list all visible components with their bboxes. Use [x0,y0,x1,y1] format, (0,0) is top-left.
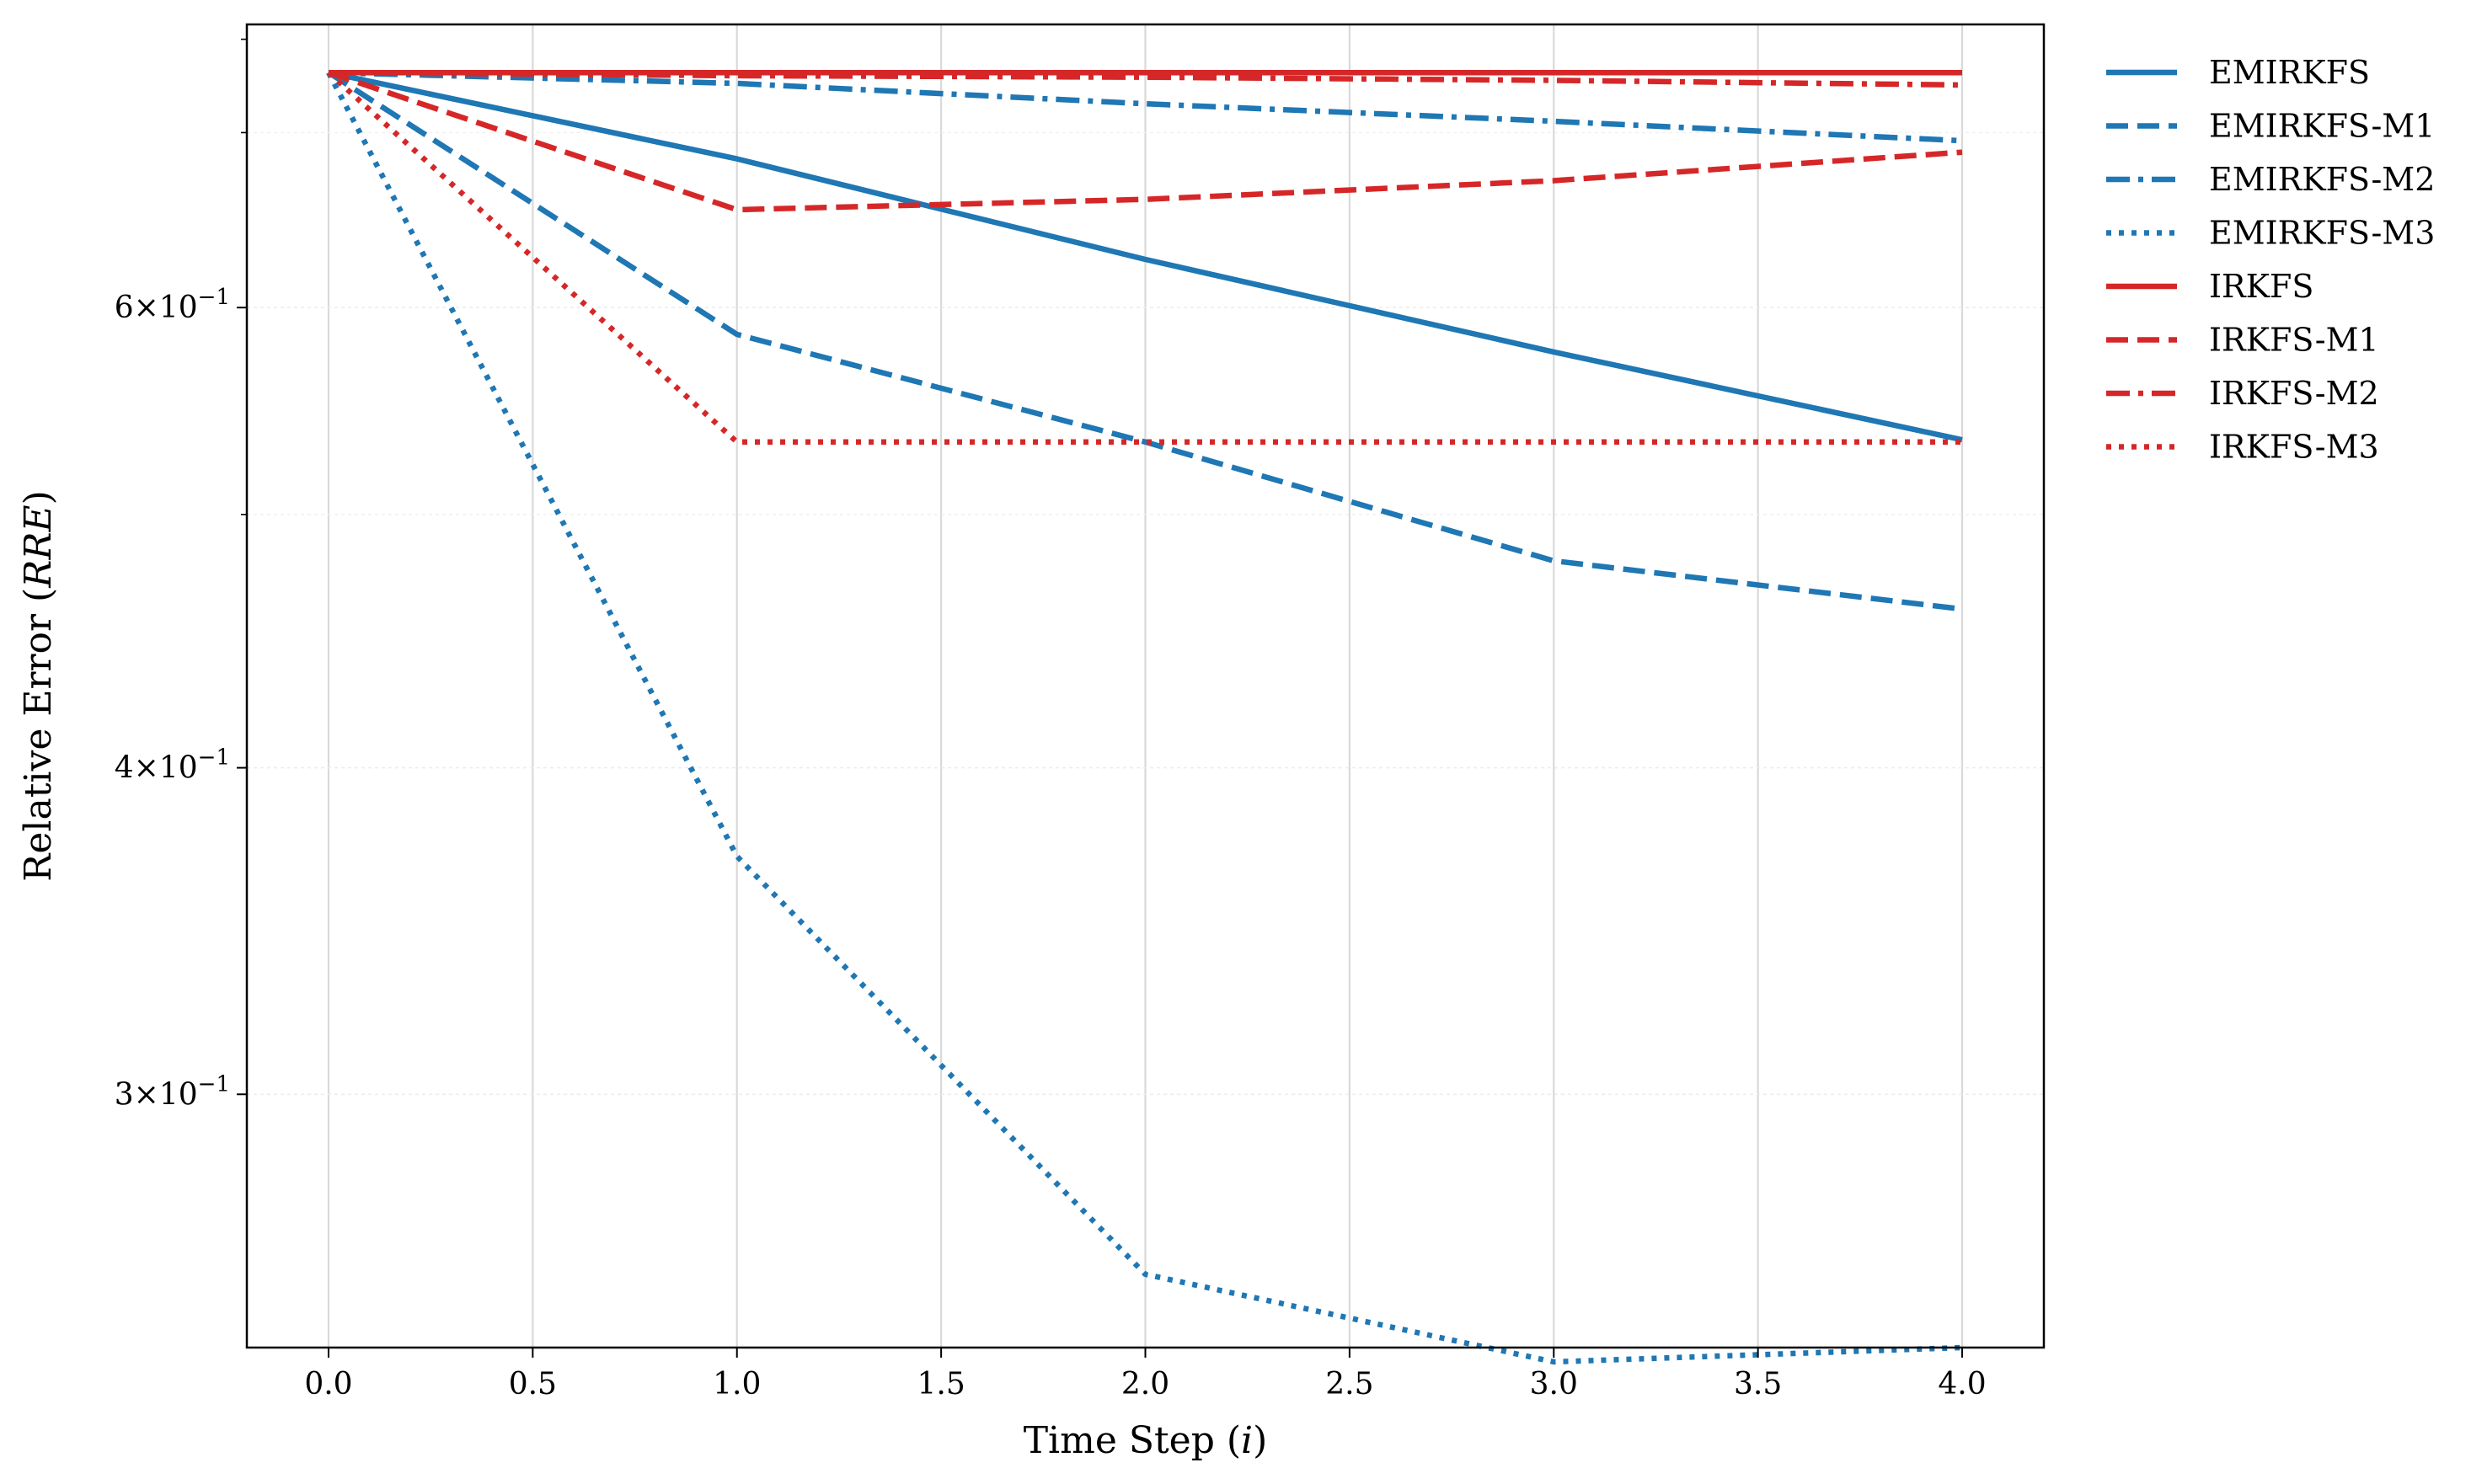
grid [247,24,2044,1348]
x-tick-label: 0.0 [304,1367,352,1401]
x-tick-label: 4.0 [1938,1367,1986,1401]
legend: EMIRKFS EMIRKFS-M1 EMIRKFS-M2 EMIRKFS-M3 IRK… [2106,54,2435,466]
ticks: 0.0 0.5 1.0 1.5 2.0 2.5 3.0 3.5 4.0 6×10−1 4×10−1 3… [115,38,1987,1401]
y-tick-label: 3×10−1 [115,1071,230,1112]
series-line-irkfs-m3 [326,70,1962,446]
series-line-emirkfs [328,70,1963,443]
y-tick-label: 6×10−1 [115,285,230,325]
x-tick-label: 0.5 [509,1367,557,1401]
series-line-emirkfs-m1 [327,70,1963,612]
x-tick-label: 3.5 [1734,1367,1782,1401]
x-axis-label: Time Step (i) [1024,1419,1268,1462]
legend-label: EMIRKFS-M3 [2209,215,2435,252]
legend-label: EMIRKFS [2209,54,2370,91]
x-tick-label: 1.0 [713,1367,761,1401]
legend-label: IRKFS-M2 [2209,375,2379,412]
series-line-irkfs-m1 [327,70,1963,213]
legend-label: EMIRKFS-M1 [2209,108,2435,145]
x-tick-label: 3.0 [1530,1367,1578,1401]
legend-label: IRKFS [2209,268,2313,305]
y-axis-label: Relative Error (RRE) [17,490,60,882]
series-lines [326,69,1963,1365]
x-tick-label: 2.5 [1325,1367,1373,1401]
y-tick-label: 4×10−1 [115,745,230,786]
x-tick-label: 2.0 [1121,1367,1169,1401]
legend-label: IRKFS-M3 [2209,429,2379,466]
legend-label: IRKFS-M1 [2209,322,2379,359]
x-tick-label: 1.5 [917,1367,965,1401]
legend-label: EMIRKFS-M2 [2209,161,2435,198]
series-line-emirkfs-m3 [326,71,1963,1365]
